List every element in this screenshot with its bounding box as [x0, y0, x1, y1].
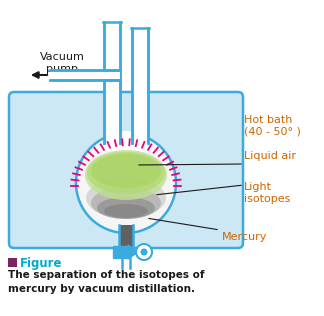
Text: Light
isotopes: Light isotopes — [244, 182, 290, 204]
Ellipse shape — [91, 187, 161, 219]
Bar — [50, 70, 120, 80]
FancyBboxPatch shape — [9, 92, 243, 248]
Circle shape — [141, 248, 147, 256]
Bar — [104, 131, 148, 151]
Bar — [132, 28, 148, 143]
Ellipse shape — [87, 152, 165, 194]
Ellipse shape — [86, 178, 166, 218]
Polygon shape — [128, 245, 138, 259]
Text: Mercury: Mercury — [222, 232, 267, 242]
Text: Hot bath
(40 - 50° ): Hot bath (40 - 50° ) — [244, 115, 301, 137]
Ellipse shape — [104, 204, 148, 218]
Polygon shape — [113, 246, 128, 258]
Text: The separation of the isotopes of
mercury by vacuum distillation.: The separation of the isotopes of mercur… — [8, 270, 204, 294]
Ellipse shape — [85, 150, 167, 200]
Circle shape — [136, 244, 152, 260]
Bar — [119, 225, 133, 247]
Bar — [104, 22, 120, 143]
Text: Vacuum
pump: Vacuum pump — [40, 52, 85, 74]
Circle shape — [76, 133, 176, 233]
Ellipse shape — [91, 154, 161, 188]
Bar — [8, 258, 17, 267]
Text: Figure: Figure — [20, 257, 63, 270]
Text: Liquid air: Liquid air — [244, 151, 296, 161]
Ellipse shape — [97, 197, 155, 219]
